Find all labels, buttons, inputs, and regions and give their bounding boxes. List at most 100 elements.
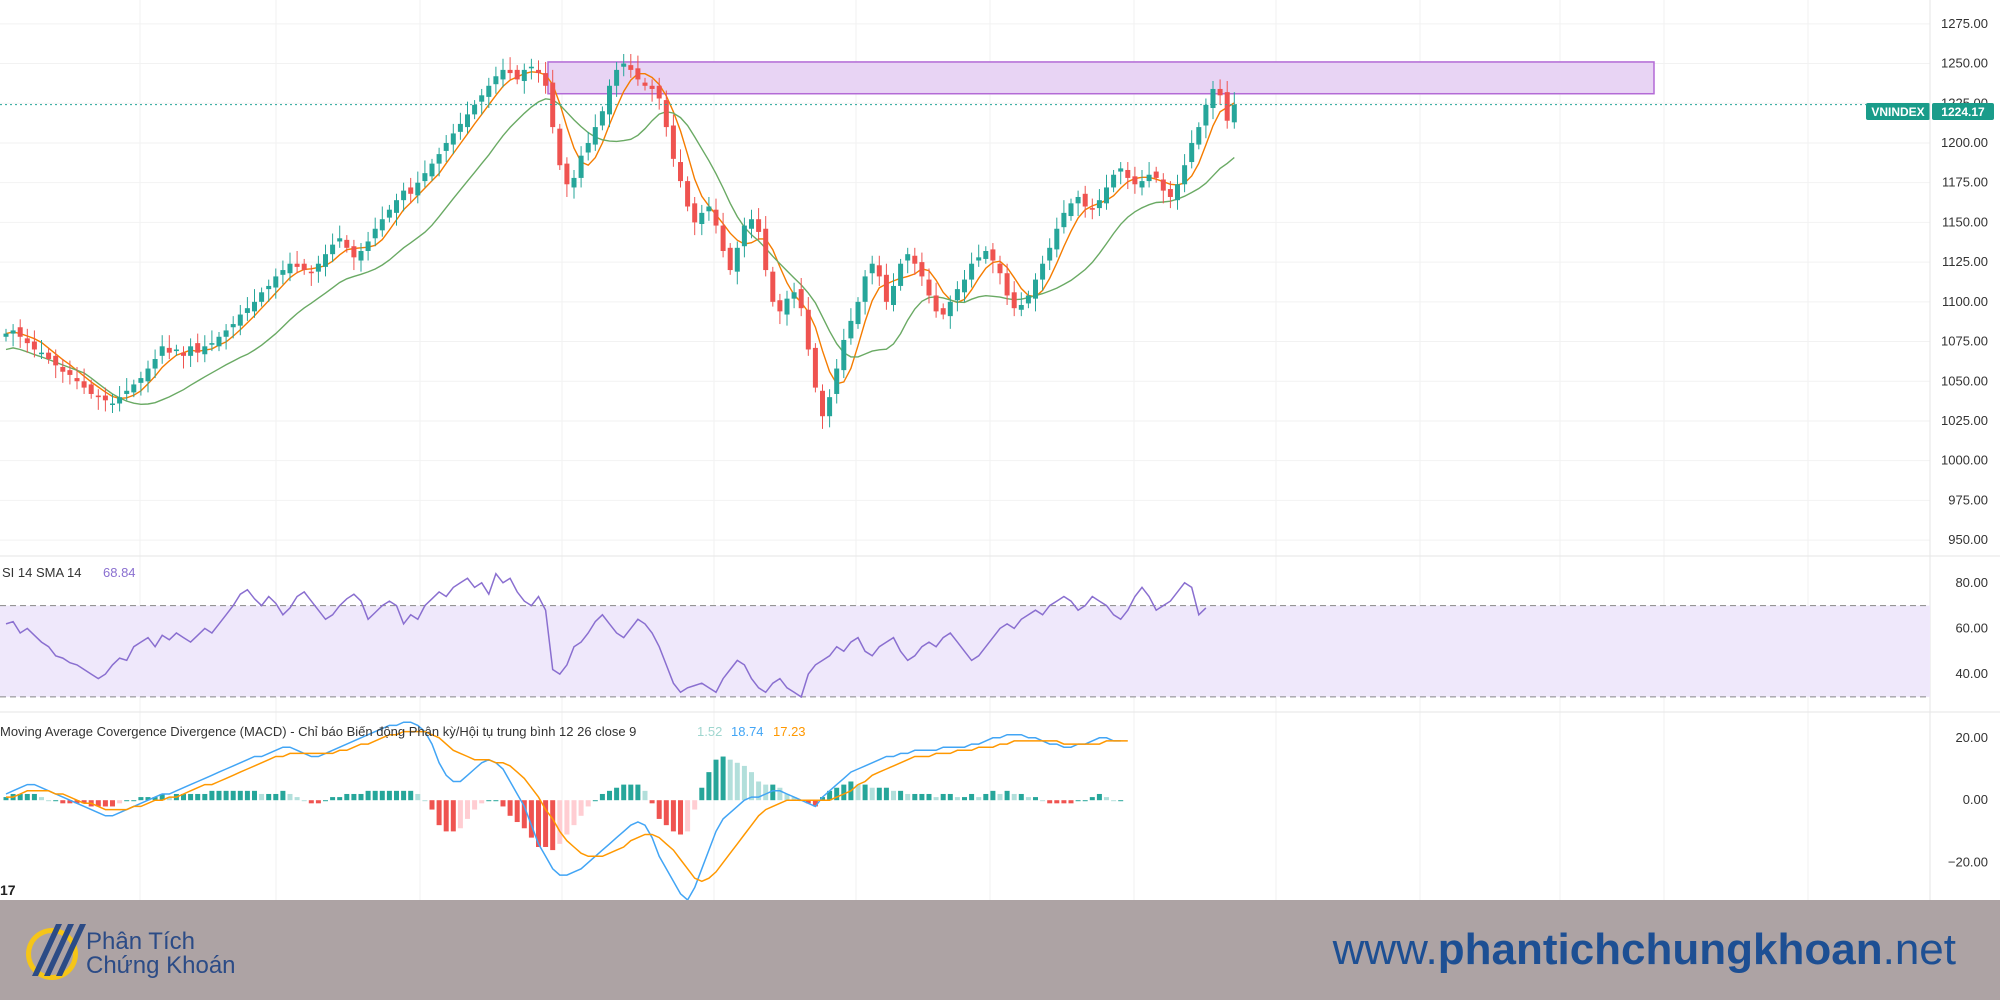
candle-body	[834, 368, 840, 394]
macd-hist-bar	[259, 793, 265, 801]
candle-body	[500, 69, 506, 80]
candle-body	[386, 209, 392, 218]
candle-body	[351, 246, 357, 258]
candle-body	[521, 69, 527, 82]
candle-body	[1182, 165, 1188, 185]
macd-hist-bar	[465, 800, 470, 819]
candle-body	[926, 279, 932, 296]
macd-hist-bar	[727, 759, 733, 801]
price-tick-label: 1175.00	[1942, 175, 1988, 190]
candle-body	[528, 66, 534, 69]
price-tick-label: 975.00	[1948, 492, 1988, 507]
candle-body	[166, 347, 172, 353]
chart-area[interactable]: 1275.001250.001225.001200.001175.001150.…	[0, 0, 2000, 900]
candle-body	[1004, 273, 1010, 296]
macd-hist-bar	[1061, 800, 1067, 804]
candle-body	[216, 336, 222, 347]
rsi-pane[interactable]	[0, 572, 1930, 699]
price-tick-label: 1250.00	[1941, 56, 1988, 71]
macd-hist-bar	[663, 800, 669, 826]
candle-body	[1033, 279, 1038, 299]
macd-hist-bar	[74, 800, 80, 804]
candle-body	[749, 219, 754, 229]
macd-hist-bar	[997, 793, 1003, 801]
macd-hist-bar	[969, 793, 975, 801]
macd-histogram	[3, 756, 1124, 851]
macd-hist-bar	[756, 781, 762, 801]
candle-body	[457, 123, 463, 132]
macd-hist-bar	[706, 772, 712, 801]
candle-body	[912, 255, 918, 264]
macd-hist-bar	[202, 793, 208, 801]
grid	[0, 0, 1930, 900]
candle-body	[493, 76, 499, 85]
candle-body	[259, 292, 265, 302]
macd-hist-bar	[1018, 793, 1024, 801]
candle-body	[209, 343, 215, 345]
candle-body	[81, 381, 87, 388]
macd-hist-bar	[585, 800, 591, 807]
candle-body	[543, 73, 549, 86]
macd-hist-bar	[145, 797, 151, 801]
macd-hist-bar	[1104, 797, 1109, 801]
candle-body	[287, 263, 293, 274]
candle-body	[514, 69, 520, 80]
last-price-value: 1224.17	[1941, 105, 1985, 119]
macd-hist-bar	[791, 797, 797, 801]
candle-body	[990, 249, 996, 261]
macd-hist-bar	[1033, 797, 1038, 801]
chart-background	[0, 0, 1930, 900]
candle-body	[621, 63, 627, 67]
macd-hist-bar	[1096, 793, 1102, 801]
candle-body	[678, 162, 683, 182]
price-tick-label: 1025.00	[1941, 413, 1988, 428]
macd-hist-bar	[699, 787, 705, 801]
price-tick-label: 1050.00	[1941, 373, 1988, 388]
candle-body	[607, 85, 612, 115]
macd-hist-bar	[812, 800, 818, 807]
macd-hist-bar	[450, 800, 456, 832]
candle-body	[1160, 179, 1166, 191]
candle-body	[734, 247, 740, 272]
price-pane[interactable]	[0, 54, 1866, 429]
macd-hist-bar	[869, 787, 875, 801]
macd-hist-bar	[514, 800, 520, 823]
macd-hist-bar	[954, 797, 960, 801]
rsi-value: 68.84	[103, 565, 136, 580]
candle-body	[805, 309, 811, 350]
candle-body	[905, 254, 911, 261]
macd-hist-bar	[521, 800, 527, 829]
candle-body	[244, 308, 250, 313]
macd-hist-bar	[237, 790, 243, 801]
macd-hist-bar	[337, 797, 343, 801]
macd-pane[interactable]	[3, 721, 1128, 900]
candle-body	[1040, 263, 1046, 280]
candle-body	[252, 301, 257, 312]
candle-body	[791, 292, 797, 299]
candle-body	[770, 271, 776, 302]
website-link[interactable]: www.phantichchungkhoan.net	[1333, 925, 1956, 975]
candle-body	[173, 349, 179, 352]
macd-hist-bar	[592, 800, 598, 802]
resistance-zone[interactable]	[547, 61, 1655, 95]
macd-hist-bar	[1089, 797, 1095, 801]
macd-hist-bar	[486, 800, 492, 802]
candle-body	[578, 155, 584, 178]
candle-body	[820, 390, 825, 417]
macd-hist-bar	[46, 800, 52, 802]
macd-hist-bar	[443, 800, 449, 832]
macd-label: Moving Average Covergence Divergence (MA…	[0, 724, 636, 739]
macd-hist-bar	[670, 800, 676, 832]
price-axis[interactable]: 1275.001250.001225.001200.001175.001150.…	[1941, 16, 1988, 547]
candle-body	[124, 390, 130, 394]
candle-body	[1047, 247, 1053, 261]
candle-body	[67, 370, 73, 375]
candle-body	[3, 333, 9, 337]
macd-hist-bar	[159, 793, 165, 801]
candle-body	[280, 270, 286, 275]
macd-hist-bar	[578, 800, 584, 816]
candle-body	[415, 182, 421, 196]
price-tick-label: 1125.00	[1942, 254, 1988, 269]
signal-line	[6, 730, 1128, 883]
candle-body	[940, 308, 946, 315]
